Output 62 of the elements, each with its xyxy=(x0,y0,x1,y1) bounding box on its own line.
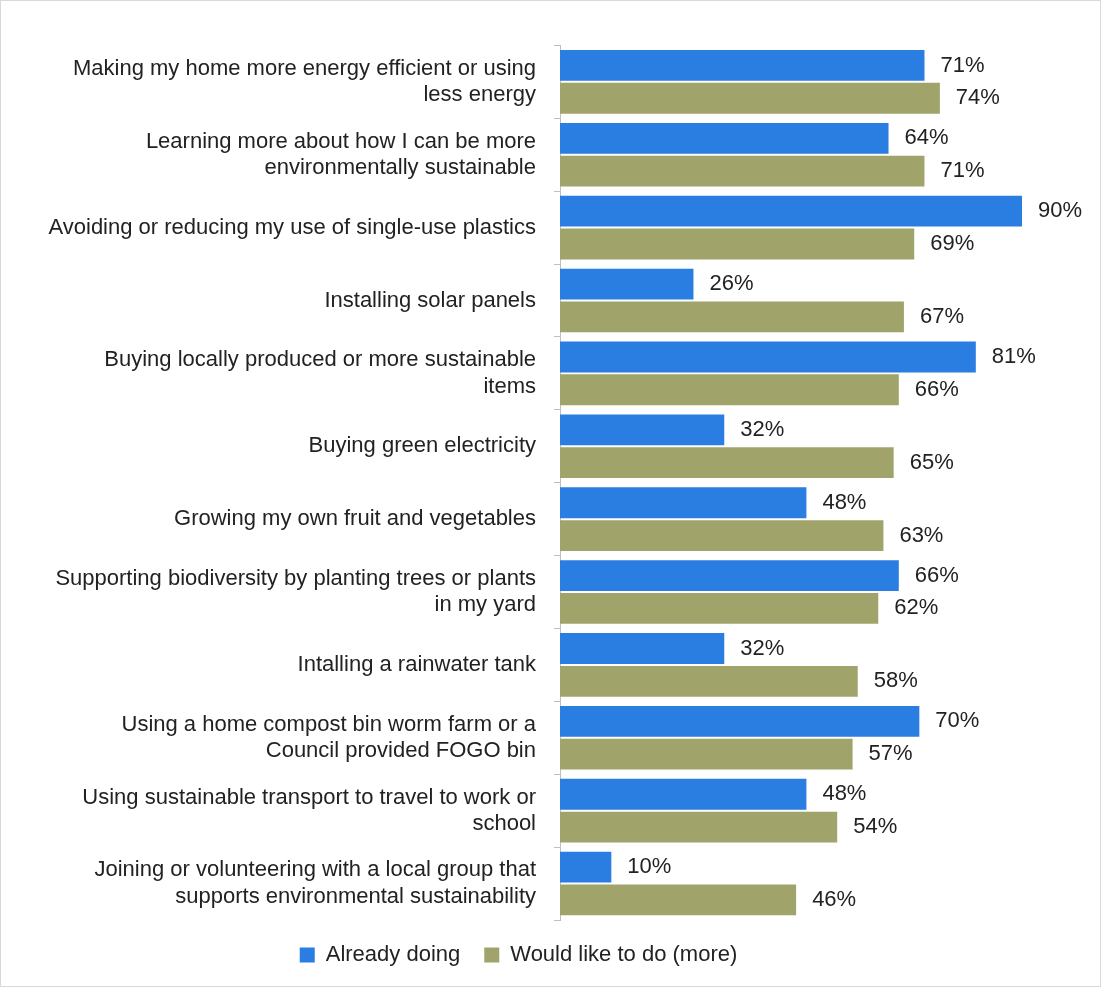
data-label: 10% xyxy=(627,853,672,879)
bar xyxy=(560,705,920,737)
data-label: 62% xyxy=(894,594,939,620)
bar xyxy=(560,414,725,446)
y-tick-label: Intalling a rainwater tank xyxy=(297,650,537,676)
bar xyxy=(560,778,807,810)
bar xyxy=(560,665,858,697)
bar xyxy=(560,122,889,154)
bar xyxy=(560,593,879,624)
y-tick-label: Avoiding or reducing my use of single-use plastics xyxy=(48,213,536,239)
y-tick-label: Joining or volunteering with a local group that supports environmental sustainability xyxy=(94,856,536,908)
data-label: 66% xyxy=(914,561,959,587)
y-tick-label: Supporting biodiversity by planting trees or plants in my yard xyxy=(55,564,536,617)
data-label: 48% xyxy=(822,780,867,806)
bar xyxy=(560,447,894,479)
y-tick-label: Growing my own fruit and vegetables xyxy=(174,505,536,531)
bar xyxy=(560,155,925,187)
bar xyxy=(560,851,612,883)
data-label: 71% xyxy=(940,51,985,77)
y-tick-label: Buying green electricity xyxy=(308,432,536,458)
bar xyxy=(560,560,899,592)
y-tick-label: Buying locally produced or more sustainable items xyxy=(104,346,536,398)
y-tick-label: Making my home more energy efficient or using less energy xyxy=(72,54,536,107)
data-label: 58% xyxy=(873,667,918,693)
bar xyxy=(560,228,915,260)
data-label: 74% xyxy=(955,84,1000,110)
bar xyxy=(560,301,904,333)
y-tick-label: Learning more about how I can be more environmentally sustainable xyxy=(145,127,536,179)
data-label: 26% xyxy=(709,270,754,296)
bar xyxy=(560,268,694,300)
bar xyxy=(560,195,1022,227)
data-label: 71% xyxy=(940,157,985,183)
data-label: 46% xyxy=(812,886,857,912)
data-label: 63% xyxy=(899,521,944,547)
bar xyxy=(560,341,976,373)
bar xyxy=(560,487,807,519)
y-tick-label: Using a home compost bin worm farm or a Council provided FOGO bin xyxy=(121,710,537,763)
y-tick-label: Using sustainable transport to travel to work or school xyxy=(82,783,536,835)
legend-label: Would like to do (more) xyxy=(510,941,738,967)
data-label: 67% xyxy=(919,302,964,328)
data-label: 66% xyxy=(914,375,959,401)
bar xyxy=(560,811,838,843)
data-label: 70% xyxy=(935,707,980,733)
bar xyxy=(560,374,899,406)
bar xyxy=(560,520,884,551)
data-label: 48% xyxy=(822,488,867,514)
data-label: 69% xyxy=(930,230,975,256)
legend-label: Already doing xyxy=(325,941,461,967)
y-tick-label: Installing solar panels xyxy=(324,286,536,312)
data-label: 32% xyxy=(740,634,785,660)
data-label: 64% xyxy=(904,124,949,150)
data-label: 57% xyxy=(868,740,913,766)
data-label: 32% xyxy=(740,415,785,441)
data-label: 65% xyxy=(909,448,954,474)
bar xyxy=(560,738,853,770)
data-label: 54% xyxy=(853,813,898,839)
bar xyxy=(560,884,797,916)
data-label: 90% xyxy=(1038,197,1083,223)
bar xyxy=(560,633,725,664)
bar xyxy=(560,82,940,114)
data-label: 81% xyxy=(991,343,1036,369)
bar xyxy=(560,50,925,81)
